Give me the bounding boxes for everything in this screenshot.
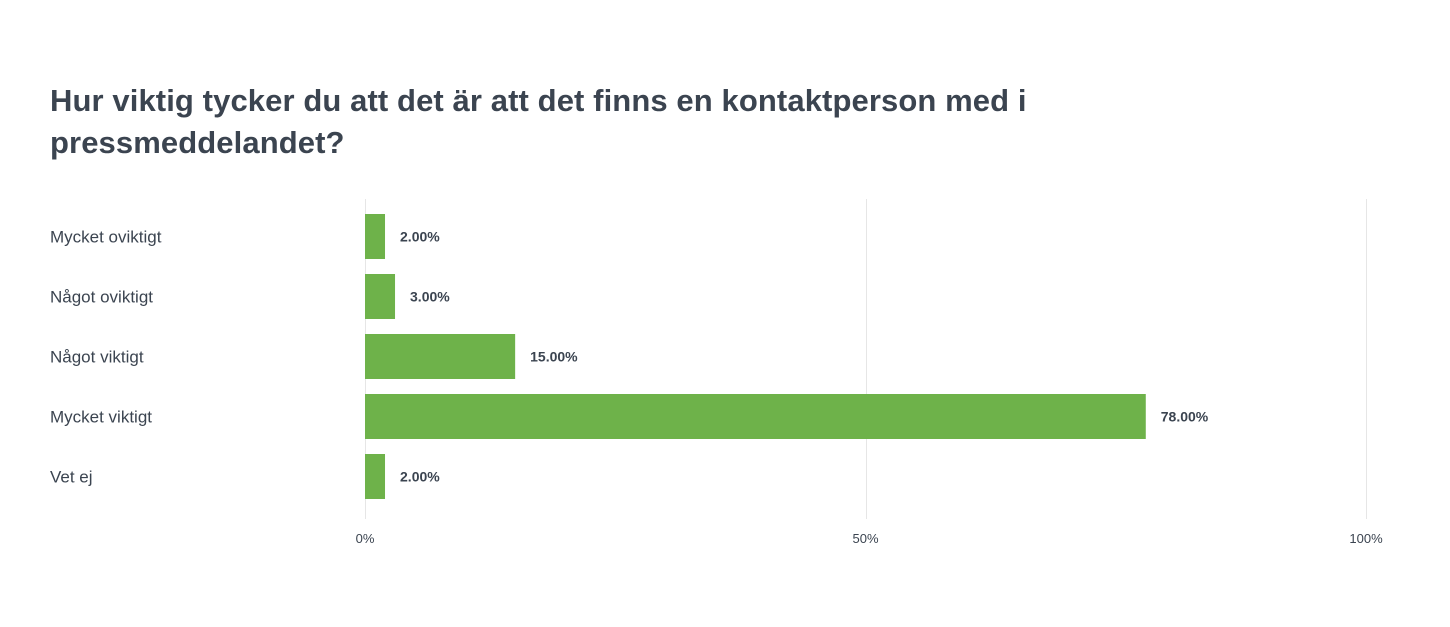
bar [365,214,386,259]
bar [365,454,386,499]
bar [365,334,516,379]
category-label: Mycket viktigt [50,408,152,427]
value-label: 2.00% [400,229,440,245]
grid-lines [365,199,1367,519]
chart-title: Hur viktig tycker du att det är att det … [50,83,1027,160]
x-tick-label: 100% [1349,531,1383,546]
x-tick-label: 0% [356,531,375,546]
bar [365,394,1146,439]
category-label: Mycket oviktigt [50,228,162,247]
value-labels: 2.00% 3.00% 15.00% 78.00% 2.00% [400,229,1209,485]
x-axis-ticks: 0% 50% 100% [356,531,1383,546]
value-label: 15.00% [530,349,578,365]
value-label: 78.00% [1161,409,1209,425]
value-label: 3.00% [410,289,450,305]
bars [365,214,1146,499]
x-tick-label: 50% [852,531,878,546]
bar [365,274,396,319]
value-label: 2.00% [400,469,440,485]
category-label: Något viktigt [50,348,144,367]
category-label: Vet ej [50,468,93,487]
category-labels: Mycket oviktigt Något oviktigt Något vikti… [50,228,162,487]
category-label: Något oviktigt [50,288,153,307]
